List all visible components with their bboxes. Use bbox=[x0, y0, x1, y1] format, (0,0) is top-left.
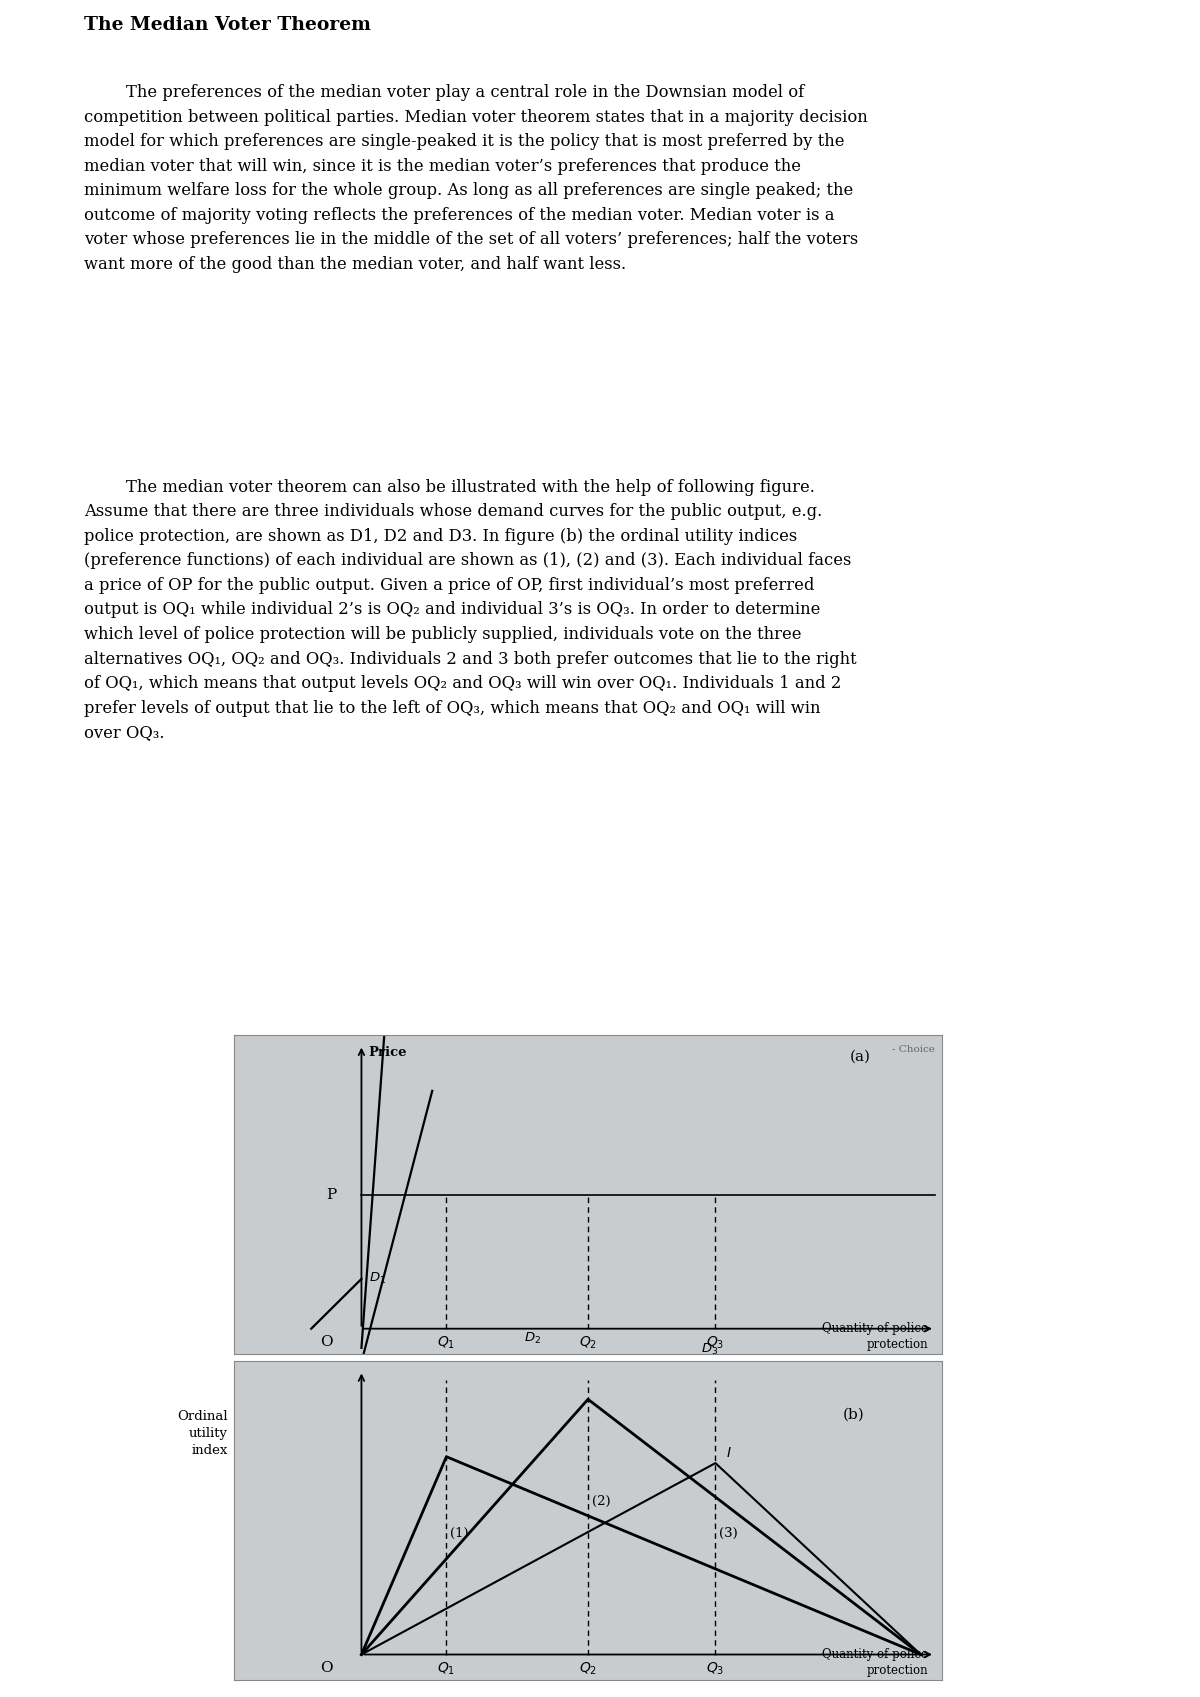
Text: $Q_3$: $Q_3$ bbox=[707, 1336, 725, 1351]
Text: $I$: $I$ bbox=[726, 1446, 732, 1459]
Text: $Q_1$: $Q_1$ bbox=[437, 1336, 456, 1351]
Text: Price: Price bbox=[368, 1047, 407, 1059]
Text: The median voter theorem can also be illustrated with the help of following figu: The median voter theorem can also be ill… bbox=[84, 479, 857, 742]
Text: P: P bbox=[326, 1188, 337, 1201]
Text: $Q_3$: $Q_3$ bbox=[707, 1661, 725, 1677]
Text: O: O bbox=[319, 1661, 332, 1675]
Text: The Median Voter Theorem: The Median Voter Theorem bbox=[84, 15, 371, 34]
Text: Quantity of police
protection: Quantity of police protection bbox=[822, 1648, 928, 1677]
Text: (a): (a) bbox=[850, 1050, 871, 1064]
Text: Quantity of police
protection: Quantity of police protection bbox=[822, 1322, 928, 1351]
Text: $D_1$: $D_1$ bbox=[368, 1271, 385, 1286]
Text: $D_2$: $D_2$ bbox=[524, 1330, 541, 1346]
Text: Ordinal
utility
index: Ordinal utility index bbox=[178, 1410, 228, 1458]
Text: The preferences of the median voter play a central role in the Downsian model of: The preferences of the median voter play… bbox=[84, 85, 868, 273]
Text: $Q_2$: $Q_2$ bbox=[578, 1336, 598, 1351]
Text: $Q_2$: $Q_2$ bbox=[578, 1661, 598, 1677]
Text: (3): (3) bbox=[719, 1527, 738, 1539]
Text: $D_3$: $D_3$ bbox=[701, 1342, 719, 1356]
Text: O: O bbox=[319, 1336, 332, 1349]
Text: - Choice: - Choice bbox=[892, 1045, 935, 1054]
Text: (1): (1) bbox=[450, 1527, 468, 1539]
Text: (b): (b) bbox=[842, 1407, 865, 1422]
Text: (2): (2) bbox=[592, 1495, 610, 1507]
Text: $Q_1$: $Q_1$ bbox=[437, 1661, 456, 1677]
